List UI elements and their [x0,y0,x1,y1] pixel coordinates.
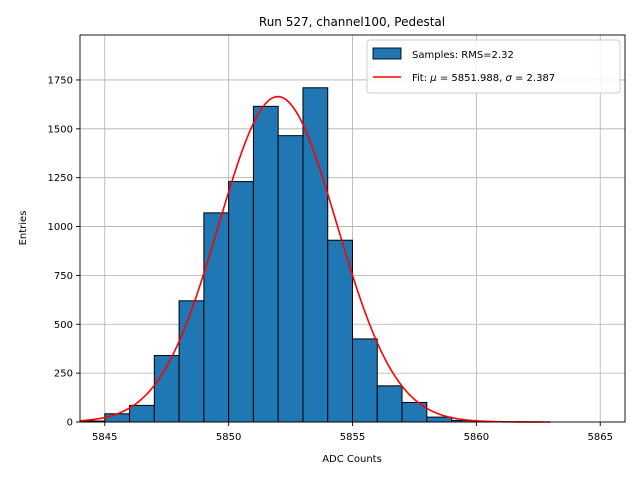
y-tick-label: 1000 [48,222,73,233]
legend-fit-sigma-symbol: σ [505,73,512,84]
legend-swatch-samples [372,47,402,60]
gaussian-fit-curve [79,95,551,423]
y-tick-label: 0 [67,418,73,429]
legend-fit-sigma-value: = 2.387 [512,73,555,84]
legend-box [366,39,621,94]
histogram-bar [277,135,304,423]
y-tick-label: 1250 [48,173,73,184]
legend-fit-prefix: Fit: [412,73,430,84]
histogram-bar [426,416,453,423]
x-tick-label: 5850 [216,432,241,443]
histogram-bar [352,338,378,423]
y-tick-label: 1750 [48,75,73,86]
legend-fit-mu-value: = 5851.988, [437,73,506,84]
y-tick-label: 750 [54,271,73,282]
x-axis-ticks: 5845 5850 5855 5860 5865 [92,422,613,443]
histogram-bar [129,404,155,423]
y-tick-label: 1500 [48,124,73,135]
x-tick-label: 5865 [588,432,613,443]
x-axis-label: ADC Counts [322,454,382,465]
histogram-bar [302,87,329,423]
y-axis-label: Entries [18,211,29,246]
legend: Samples: RMS=2.32 Fit: μ = 5851.988, σ =… [366,39,621,94]
histogram-bar [376,385,403,423]
legend-label-fit: Fit: μ = 5851.988, σ = 2.387 [412,73,555,84]
histogram-bar [327,239,353,423]
legend-fit-mu-symbol: μ [429,73,436,84]
histogram-bars [79,87,527,423]
y-axis-ticks: 0 250 500 750 1000 1250 1500 1750 [48,75,80,429]
x-tick-label: 5860 [464,432,489,443]
x-tick-label: 5845 [92,432,117,443]
legend-label-samples: Samples: RMS=2.32 [412,50,514,61]
histogram-bar [228,181,254,423]
y-tick-label: 250 [54,369,73,380]
x-tick-label: 5855 [340,432,365,443]
y-tick-label: 500 [54,320,73,331]
histogram-bar [178,300,205,423]
histogram-bar [203,212,230,423]
chart-title: Run 527, channel100, Pedestal [259,15,445,29]
histogram-bar [104,413,131,423]
histogram-bar [252,105,279,423]
